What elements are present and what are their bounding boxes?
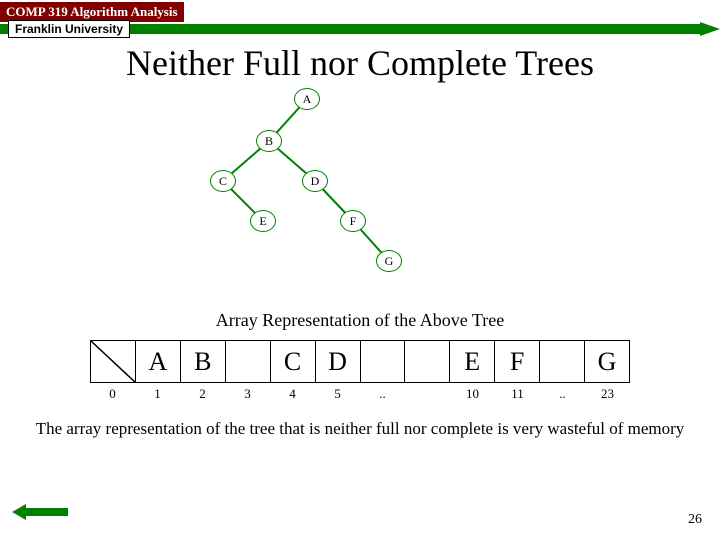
array-cell: C — [270, 341, 315, 383]
tree-node-b: B — [256, 130, 282, 152]
array-cell: D — [315, 341, 360, 383]
array-index: 5 — [315, 386, 360, 402]
tree-node-g: G — [376, 250, 402, 272]
array-cell — [225, 341, 270, 383]
course-label: COMP 319 Algorithm Analysis — [0, 2, 184, 22]
array-cell — [540, 341, 585, 383]
page-number: 26 — [688, 512, 702, 528]
array-index: 4 — [270, 386, 315, 402]
tree-node-f: F — [340, 210, 366, 232]
array-title: Array Representation of the Above Tree — [0, 310, 720, 331]
array-indices: 012345..1011..23 — [90, 386, 630, 402]
array-cell: F — [495, 341, 540, 383]
slide-title: Neither Full nor Complete Trees — [0, 42, 720, 84]
array-cell — [360, 341, 405, 383]
caption: The array representation of the tree tha… — [20, 418, 700, 439]
array-cell: A — [135, 341, 180, 383]
array-cell: G — [585, 341, 630, 383]
tree-node-c: C — [210, 170, 236, 192]
array-cell: E — [450, 341, 495, 383]
array-table: AB CD EF G — [90, 340, 630, 383]
array-index: 2 — [180, 386, 225, 402]
array-cell — [405, 341, 450, 383]
back-arrow-icon — [12, 504, 68, 520]
array-cell: B — [180, 341, 225, 383]
array-index: 1 — [135, 386, 180, 402]
array-index — [405, 386, 450, 402]
tree-diagram: ABC D E FG — [0, 88, 720, 298]
array-index: .. — [360, 386, 405, 402]
array-cell — [91, 341, 136, 383]
tree-node-e: E — [250, 210, 276, 232]
tree-node-d: D — [302, 170, 328, 192]
array-index: 0 — [90, 386, 135, 402]
tree-node-a: A — [294, 88, 320, 110]
array-index: 23 — [585, 386, 630, 402]
array-index: 3 — [225, 386, 270, 402]
array-index: 10 — [450, 386, 495, 402]
university-label: Franklin University — [8, 20, 130, 38]
array-index: .. — [540, 386, 585, 402]
array-index: 11 — [495, 386, 540, 402]
